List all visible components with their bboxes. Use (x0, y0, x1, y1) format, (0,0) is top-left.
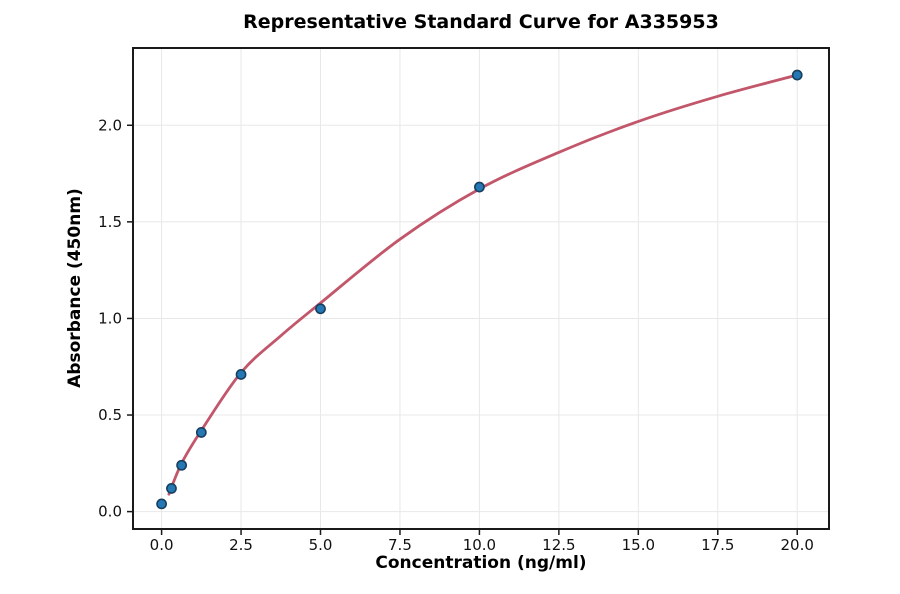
data-point (791, 69, 803, 81)
chart-title: Representative Standard Curve for A33595… (243, 11, 719, 33)
data-point (235, 369, 247, 380)
data-point (166, 483, 177, 494)
x-tick-label: 0.0 (150, 536, 174, 554)
data-point (195, 427, 207, 438)
x-tick-label: 5.0 (309, 536, 333, 554)
x-tick-label: 2.5 (229, 536, 253, 554)
x-tick-label: 20.0 (781, 536, 814, 554)
data-point (176, 459, 188, 471)
x-tick-label: 17.5 (701, 536, 734, 554)
fit-curve (167, 73, 799, 496)
x-axis-label: Concentration (ng/ml) (375, 553, 587, 573)
x-tick-label: 10.0 (463, 536, 496, 554)
data-point (315, 303, 326, 315)
x-tick-label: 12.5 (542, 536, 575, 554)
y-tick-label: 1.0 (98, 309, 122, 327)
y-axis-label: Absorbance (450nm) (65, 188, 85, 388)
x-tick-label: 15.0 (622, 536, 655, 554)
axes-box (132, 47, 830, 530)
y-tick-label: 0.5 (98, 406, 122, 424)
data-point (156, 498, 168, 510)
data-point (474, 181, 485, 193)
y-tick-label: 0.0 (98, 503, 122, 521)
y-tick-label: 2.0 (98, 116, 122, 134)
x-tick-label: 7.5 (388, 536, 412, 554)
y-tick-label: 1.5 (98, 213, 122, 231)
